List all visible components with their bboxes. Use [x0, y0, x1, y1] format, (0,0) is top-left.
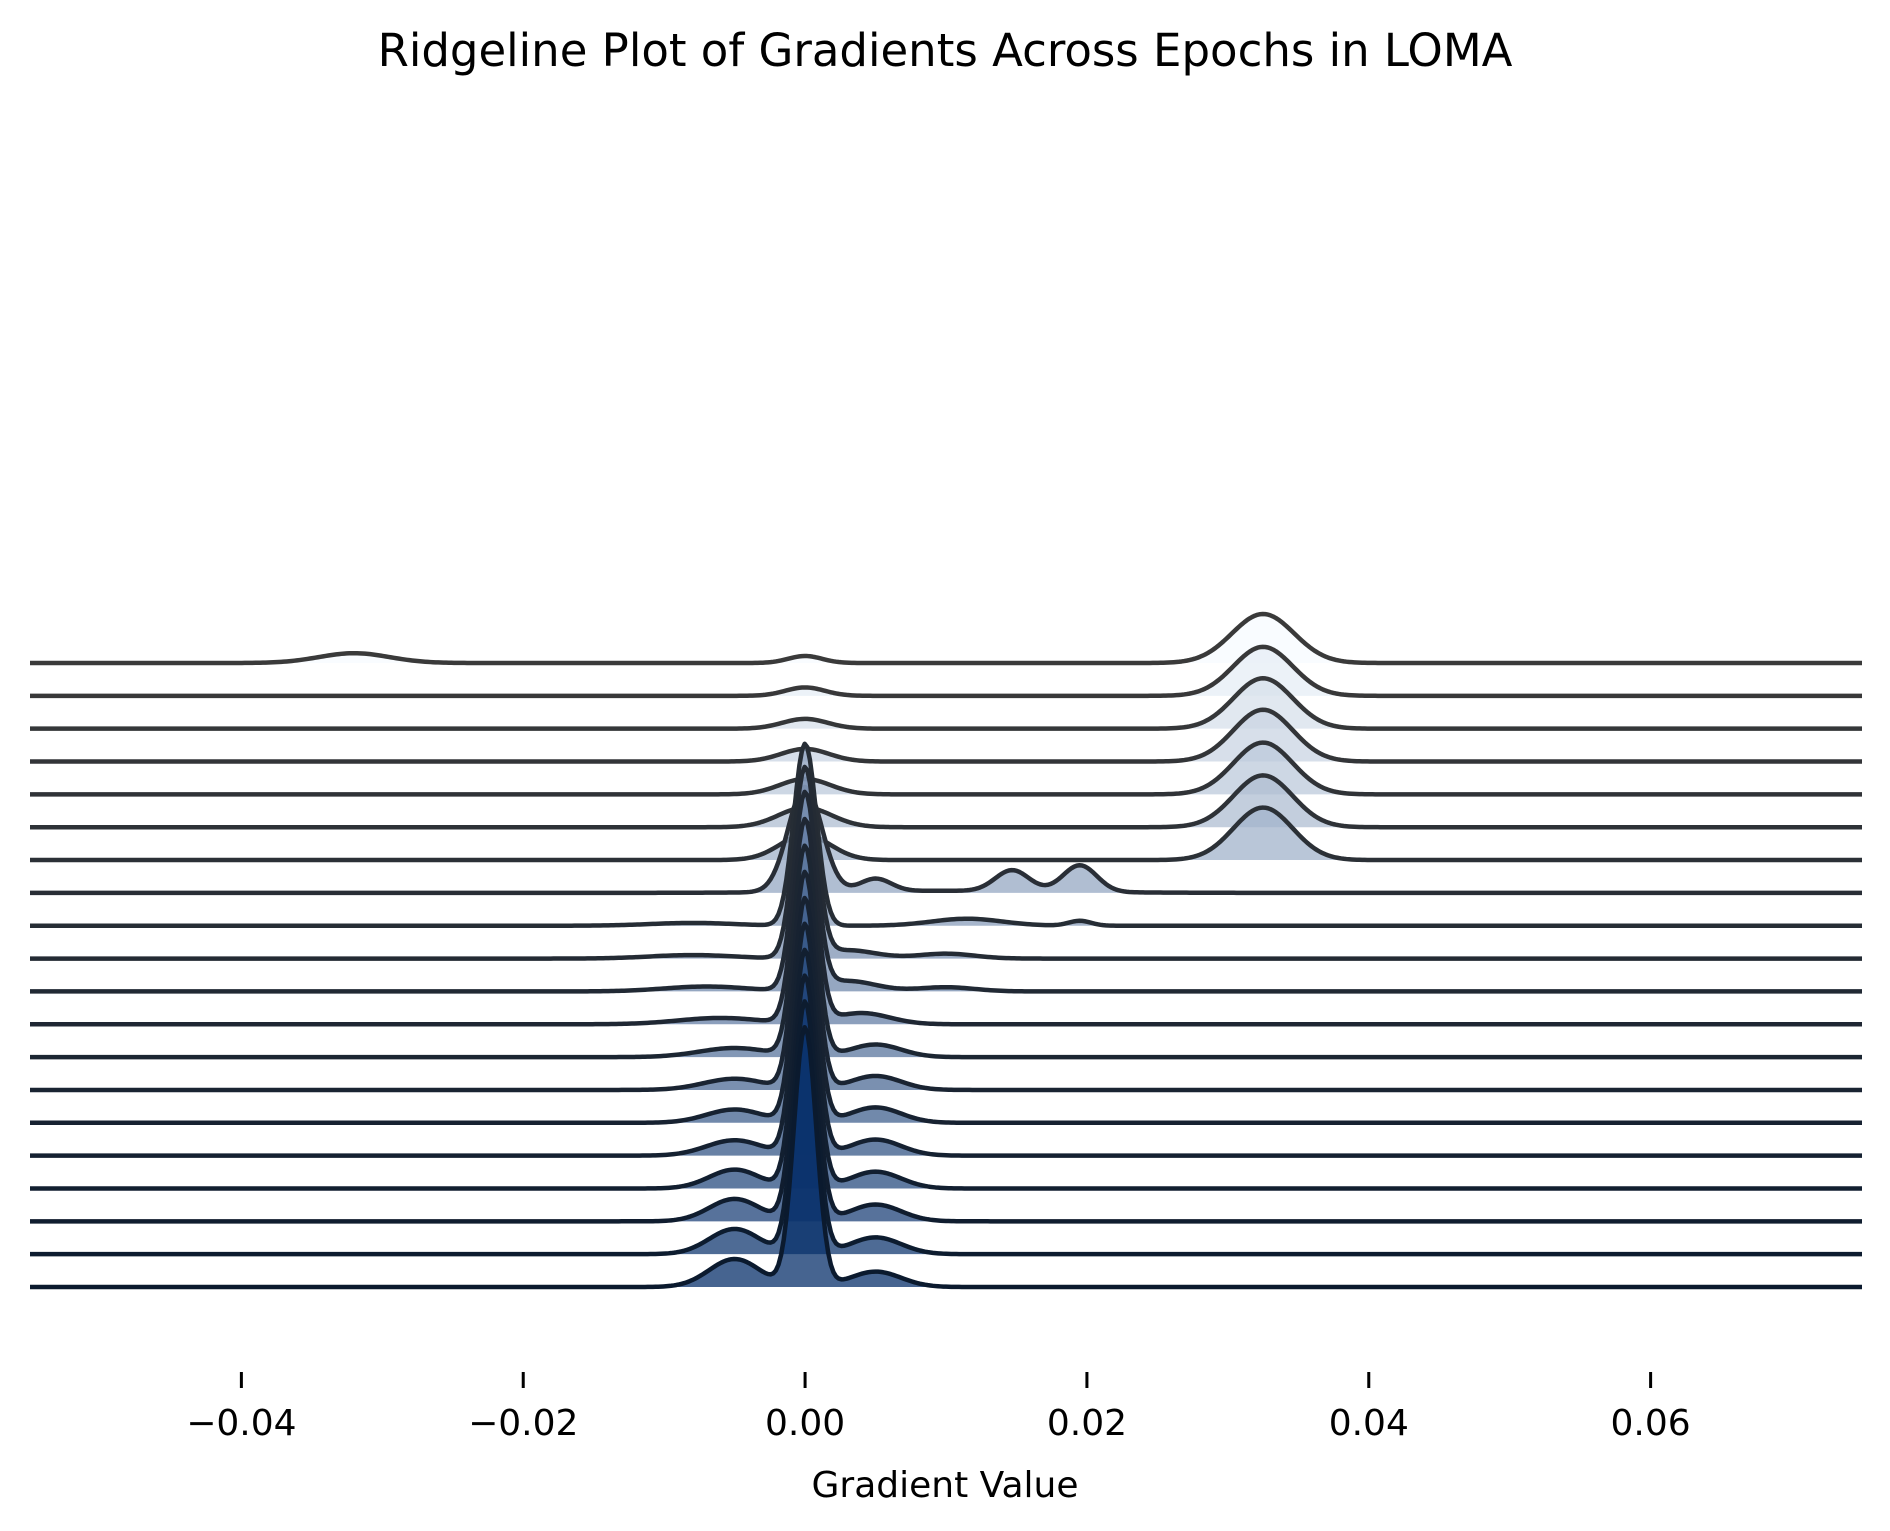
ridge-11: [30, 789, 1862, 994]
ridge-12: [30, 816, 1862, 1027]
ridge-line: [30, 676, 1862, 731]
ridge-8: [30, 784, 1862, 896]
ridge-line: [30, 741, 1862, 928]
ridge-13: [30, 843, 1862, 1060]
ridge-5: [30, 740, 1862, 797]
ridge-line: [30, 789, 1862, 994]
ridge-line: [30, 740, 1862, 797]
ridge-line: [30, 805, 1862, 863]
x-tick-label: −0.02: [468, 1403, 578, 1444]
ridge-line: [30, 999, 1862, 1257]
ridge-20: [30, 1024, 1862, 1290]
ridge-1: [30, 611, 1862, 666]
ridge-line: [30, 973, 1862, 1224]
ridge-7: [30, 805, 1862, 863]
x-tick-label: 0.04: [1329, 1403, 1409, 1444]
ridge-line: [30, 895, 1862, 1126]
ridge-line: [30, 784, 1862, 896]
ridge-line: [30, 869, 1862, 1093]
x-tick-label: 0.06: [1611, 1403, 1691, 1444]
ridge-3: [30, 676, 1862, 731]
ridge-line: [30, 764, 1862, 961]
ridge-15: [30, 895, 1862, 1126]
x-tick-label: 0.02: [1047, 1403, 1127, 1444]
ridge-line: [30, 1024, 1862, 1290]
ridge-line: [30, 611, 1862, 666]
ridge-19: [30, 999, 1862, 1257]
ridge-9: [30, 741, 1862, 928]
ridge-14: [30, 869, 1862, 1093]
ridge-16: [30, 921, 1862, 1158]
ridge-line: [30, 644, 1862, 699]
ridge-6: [30, 773, 1862, 830]
ridge-line: [30, 816, 1862, 1027]
ridge-line: [30, 843, 1862, 1060]
x-tick-label: 0.00: [765, 1403, 845, 1444]
ridge-10: [30, 764, 1862, 961]
ridge-18: [30, 973, 1862, 1224]
ridge-line: [30, 707, 1862, 764]
ridge-line: [30, 921, 1862, 1158]
ridge-17: [30, 947, 1862, 1191]
ridge-line: [30, 947, 1862, 1191]
chart-title: Ridgeline Plot of Gradients Across Epoch…: [378, 24, 1513, 77]
ridge-2: [30, 644, 1862, 699]
ridge-line: [30, 773, 1862, 830]
x-axis: −0.04 −0.02 0.00 0.02 0.04 0.06: [186, 1372, 1691, 1444]
x-tick-label: −0.04: [186, 1403, 296, 1444]
x-axis-label: Gradient Value: [812, 1465, 1079, 1506]
ridge-4: [30, 707, 1862, 764]
ridges-group: [30, 611, 1862, 1290]
